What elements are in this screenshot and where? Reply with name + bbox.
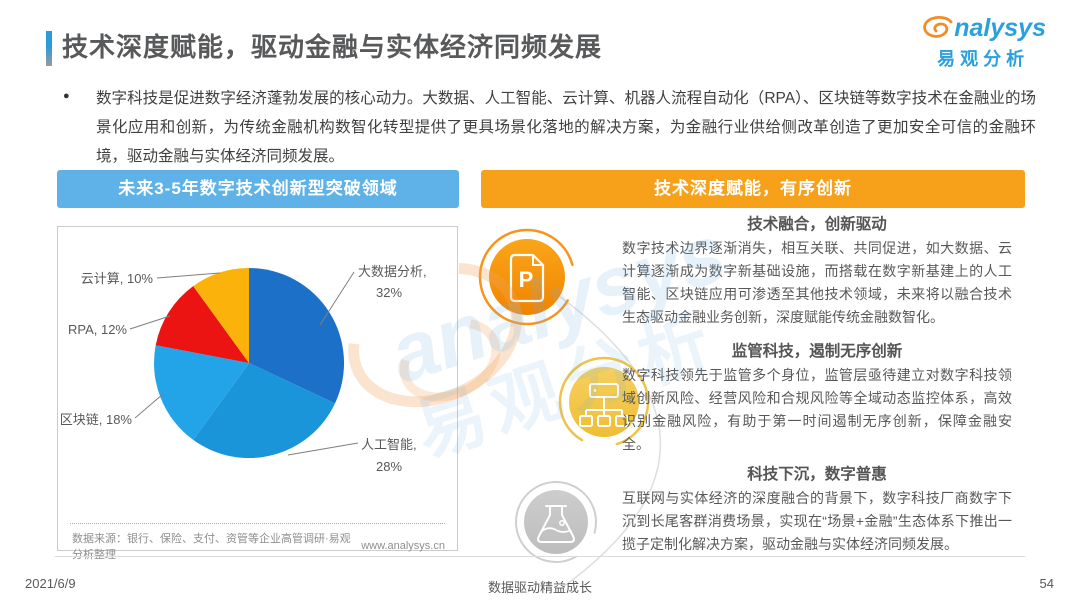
pie-label-ai-pct: 28% (376, 459, 402, 474)
pie-label-big-data-pct: 32% (376, 285, 402, 300)
pie-slices (154, 268, 345, 459)
footer-slogan: 数据驱动精益成长 (487, 580, 592, 595)
pie-label-big-data: 大数据分析, (358, 264, 427, 279)
footer-date: 2021/6/9 (25, 576, 76, 591)
left-panel-header: 未来3-5年数字技术创新型突破领域 (57, 170, 459, 208)
pie-label-rpa: RPA, 12% (68, 322, 127, 337)
logo-text-cn: 易观分析 (937, 49, 1030, 69)
svg-text:P: P (519, 267, 534, 292)
pie-label-blockchain: 区块链, 18% (60, 412, 133, 427)
pie-slice-大数据分析 (249, 268, 345, 404)
logo-text-en: nalysys (954, 14, 1046, 42)
bullet-marker: ● (63, 90, 70, 102)
pie-slice-云计算 (193, 268, 249, 363)
pie-slice-RPA (155, 286, 249, 363)
flask-icon (515, 481, 597, 563)
leader-line-cloud (156, 272, 221, 279)
section-1-title: 技术融合，创新驱动 (747, 216, 887, 233)
page-title: 技术深度赋能，驱动金融与实体经济同频发展 (62, 32, 603, 62)
leader-line-ai (287, 442, 359, 456)
pie-slice-人工智能 (193, 363, 335, 459)
pie-slice-区块链 (154, 345, 249, 440)
footer-divider (55, 556, 1025, 557)
footer-page-number: 54 (1039, 576, 1054, 591)
pie-chart-box: 大数据分析, 32% 人工智能, 28% 区块链, 18% RPA, 12% 云… (57, 226, 458, 561)
right-panel-header: 技术深度赋能，有序创新 (481, 170, 1025, 208)
pie-label-cloud: 云计算, 10% (81, 271, 154, 286)
section-2-title: 监管科技，遏制无序创新 (731, 343, 903, 360)
intro-paragraph: 数字科技是促进数字经济蓬勃发展的核心动力。大数据、人工智能、云计算、机器人流程自… (96, 90, 1036, 165)
title-accent-bar (46, 31, 52, 66)
section-2-body: 数字科技领先于监管多个身位，监管层亟待建立对数字科技领域创新风险、经营风险和合规… (622, 367, 1012, 452)
leader-line-rpa (129, 315, 171, 330)
website-link[interactable]: www.analysys.cn (361, 540, 445, 552)
pie-label-ai: 人工智能, (361, 437, 417, 452)
document-p-icon: P (478, 228, 576, 326)
pie-chart: 大数据分析, 32% 人工智能, 28% 区块链, 18% RPA, 12% 云… (60, 264, 427, 474)
section-3-title: 科技下沉，数字普惠 (747, 466, 887, 483)
data-source-note: 数据来源：银行、保险、支付、资管等企业高管调研·易观分析整理 (72, 533, 351, 561)
section-3-body: 互联网与实体经济的深度融合的背景下，数字科技厂商数字下沉到长尾客群消费场景，实现… (622, 490, 1012, 552)
section-1-body: 数字技术边界逐渐消失，相互关联、共同促进，如大数据、云计算逐渐成为数字新基础设施… (622, 240, 1012, 325)
source-divider (70, 523, 445, 524)
leader-line-blockchain (134, 393, 164, 419)
analysys-swirl-icon (923, 16, 953, 38)
leader-line-big-data (319, 271, 355, 326)
analysys-logo: nalysys 易观分析 (920, 14, 1046, 71)
